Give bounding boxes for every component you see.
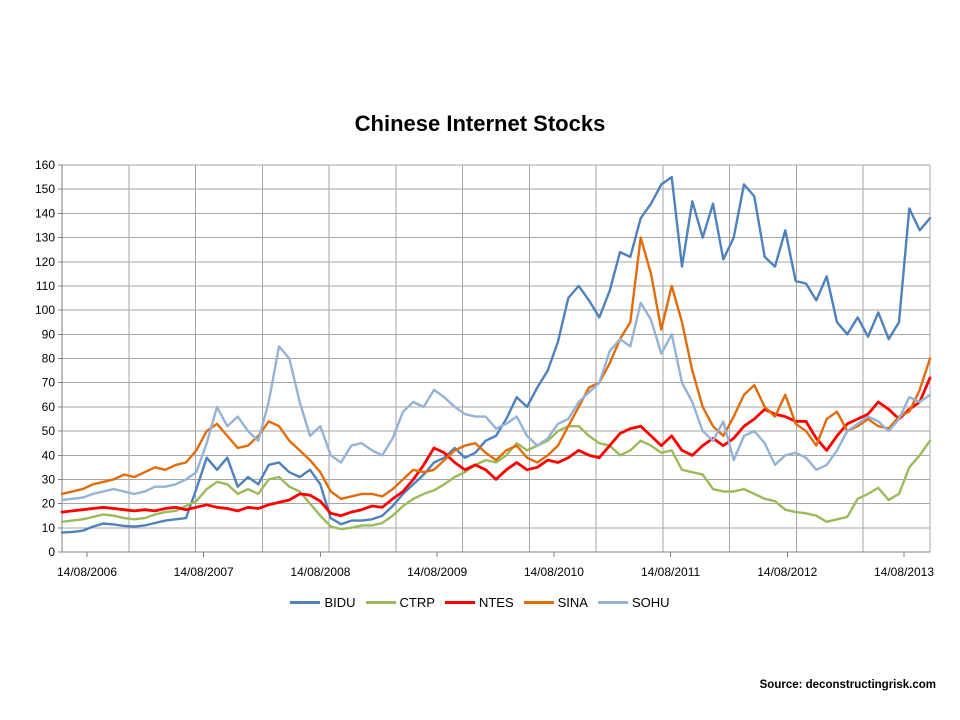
y-tick-label: 60 xyxy=(42,400,56,414)
y-tick-label: 160 xyxy=(35,158,55,172)
series-line-SOHU xyxy=(60,301,932,502)
legend-line-swatch xyxy=(290,601,321,604)
series-line-NTES xyxy=(60,376,932,518)
x-tick-label: 14/08/2009 xyxy=(407,565,467,579)
legend-item-SOHU: SOHU xyxy=(597,595,670,610)
y-tick-label: 40 xyxy=(42,448,56,462)
y-tick-label: 100 xyxy=(35,303,55,317)
y-tick-label: 80 xyxy=(42,352,56,366)
axes-and-ticks xyxy=(58,164,930,557)
series-line-BIDU xyxy=(60,175,932,534)
axis-labels: 0 10 20 30 40 50 60 70 80 90 100 110 120 130 140 150 160… xyxy=(35,158,934,579)
chart-legend: BIDU CTRP NTES SINA SOHU xyxy=(0,595,960,610)
x-tick-label: 14/08/2010 xyxy=(524,565,584,579)
legend-item-CTRP: CTRP xyxy=(365,595,435,610)
y-tick-label: 150 xyxy=(35,182,55,196)
series-line-CTRP xyxy=(60,425,932,531)
legend-label: SOHU xyxy=(631,595,670,610)
legend-line-swatch xyxy=(365,601,396,604)
y-tick-label: 120 xyxy=(35,255,55,269)
legend-line-swatch xyxy=(597,601,628,604)
x-tick-label: 14/08/2007 xyxy=(174,565,234,579)
y-tick-label: 70 xyxy=(42,376,56,390)
y-tick-label: 90 xyxy=(42,327,56,341)
series-lines xyxy=(60,175,932,534)
x-tick-label: 14/08/2008 xyxy=(290,565,350,579)
y-tick-label: 130 xyxy=(35,231,55,245)
y-tick-label: 140 xyxy=(35,206,55,220)
x-tick-label: 14/08/2012 xyxy=(757,565,817,579)
source-credit: Source: deconstructingrisk.com xyxy=(759,679,936,691)
chart-title: Chinese Internet Stocks xyxy=(354,111,606,136)
legend-item-SINA: SINA xyxy=(523,595,588,610)
legend-label: BIDU xyxy=(324,595,356,610)
y-tick-label: 10 xyxy=(42,521,56,535)
x-tick-label: 14/08/2011 xyxy=(641,565,700,579)
y-tick-label: 30 xyxy=(42,472,56,486)
series-line-SINA xyxy=(60,236,932,500)
legend-item-NTES: NTES xyxy=(444,595,514,610)
gridlines xyxy=(62,164,931,552)
x-tick-label: 14/08/2013 xyxy=(874,565,934,579)
legend-label: CTRP xyxy=(399,595,435,610)
y-tick-label: 110 xyxy=(36,279,55,293)
legend-line-swatch xyxy=(444,601,475,604)
y-tick-label: 50 xyxy=(42,424,56,438)
legend-label: NTES xyxy=(478,595,514,610)
legend-label: SINA xyxy=(557,595,588,610)
y-tick-label: 0 xyxy=(48,545,55,559)
legend-item-BIDU: BIDU xyxy=(290,595,356,610)
x-tick-label: 14/08/2006 xyxy=(57,565,117,579)
legend-line-swatch xyxy=(523,601,554,604)
y-tick-label: 20 xyxy=(42,497,56,511)
